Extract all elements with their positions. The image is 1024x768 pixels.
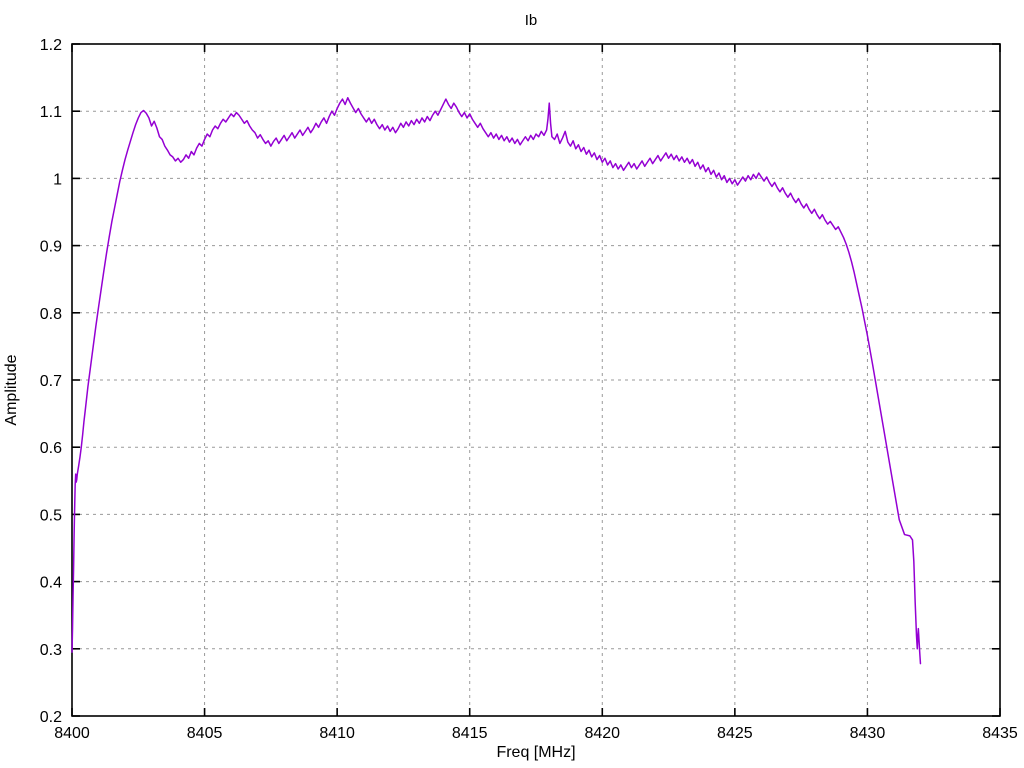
plot-frame: [71, 43, 1001, 717]
y-tick-label: 0.2: [40, 709, 62, 726]
x-tick-label: 8425: [717, 725, 753, 742]
x-axis-title: Freq [MHz]: [496, 744, 575, 761]
y-tick-label: 0.5: [40, 507, 62, 524]
x-tick-label: 8405: [187, 725, 223, 742]
x-tick-label: 8400: [54, 725, 90, 742]
y-tick-label: 0.7: [40, 373, 62, 390]
x-tick-labels: 8400 8405 8410 8415 8420 8425 8430 8435: [54, 725, 1018, 742]
y-tick-label: 0.9: [40, 239, 62, 256]
x-tick-label: 8435: [982, 725, 1018, 742]
chart-title: Ib: [525, 12, 538, 29]
x-tick-label: 8420: [584, 725, 620, 742]
y-tick-label: 0.4: [40, 575, 62, 592]
y-tick-label: 0.3: [40, 642, 62, 659]
y-tick-label: 0.6: [40, 440, 62, 457]
x-tick-label: 8415: [452, 725, 488, 742]
y-tick-label: 0.8: [40, 306, 62, 323]
y-axis-title: Amplitude: [3, 354, 20, 425]
y-tick-labels: 0.2 0.3 0.4 0.5 0.6 0.7 0.8 0.9 1 1.1 1.2: [40, 37, 62, 726]
x-tick-label: 8410: [319, 725, 355, 742]
y-tick-label: 1: [53, 171, 62, 188]
gridlines: [72, 44, 1000, 716]
x-tick-label: 8430: [850, 725, 886, 742]
data-series-ib: [71, 97, 922, 665]
y-tick-label: 1.2: [40, 37, 62, 54]
y-tick-label: 1.1: [40, 104, 62, 121]
